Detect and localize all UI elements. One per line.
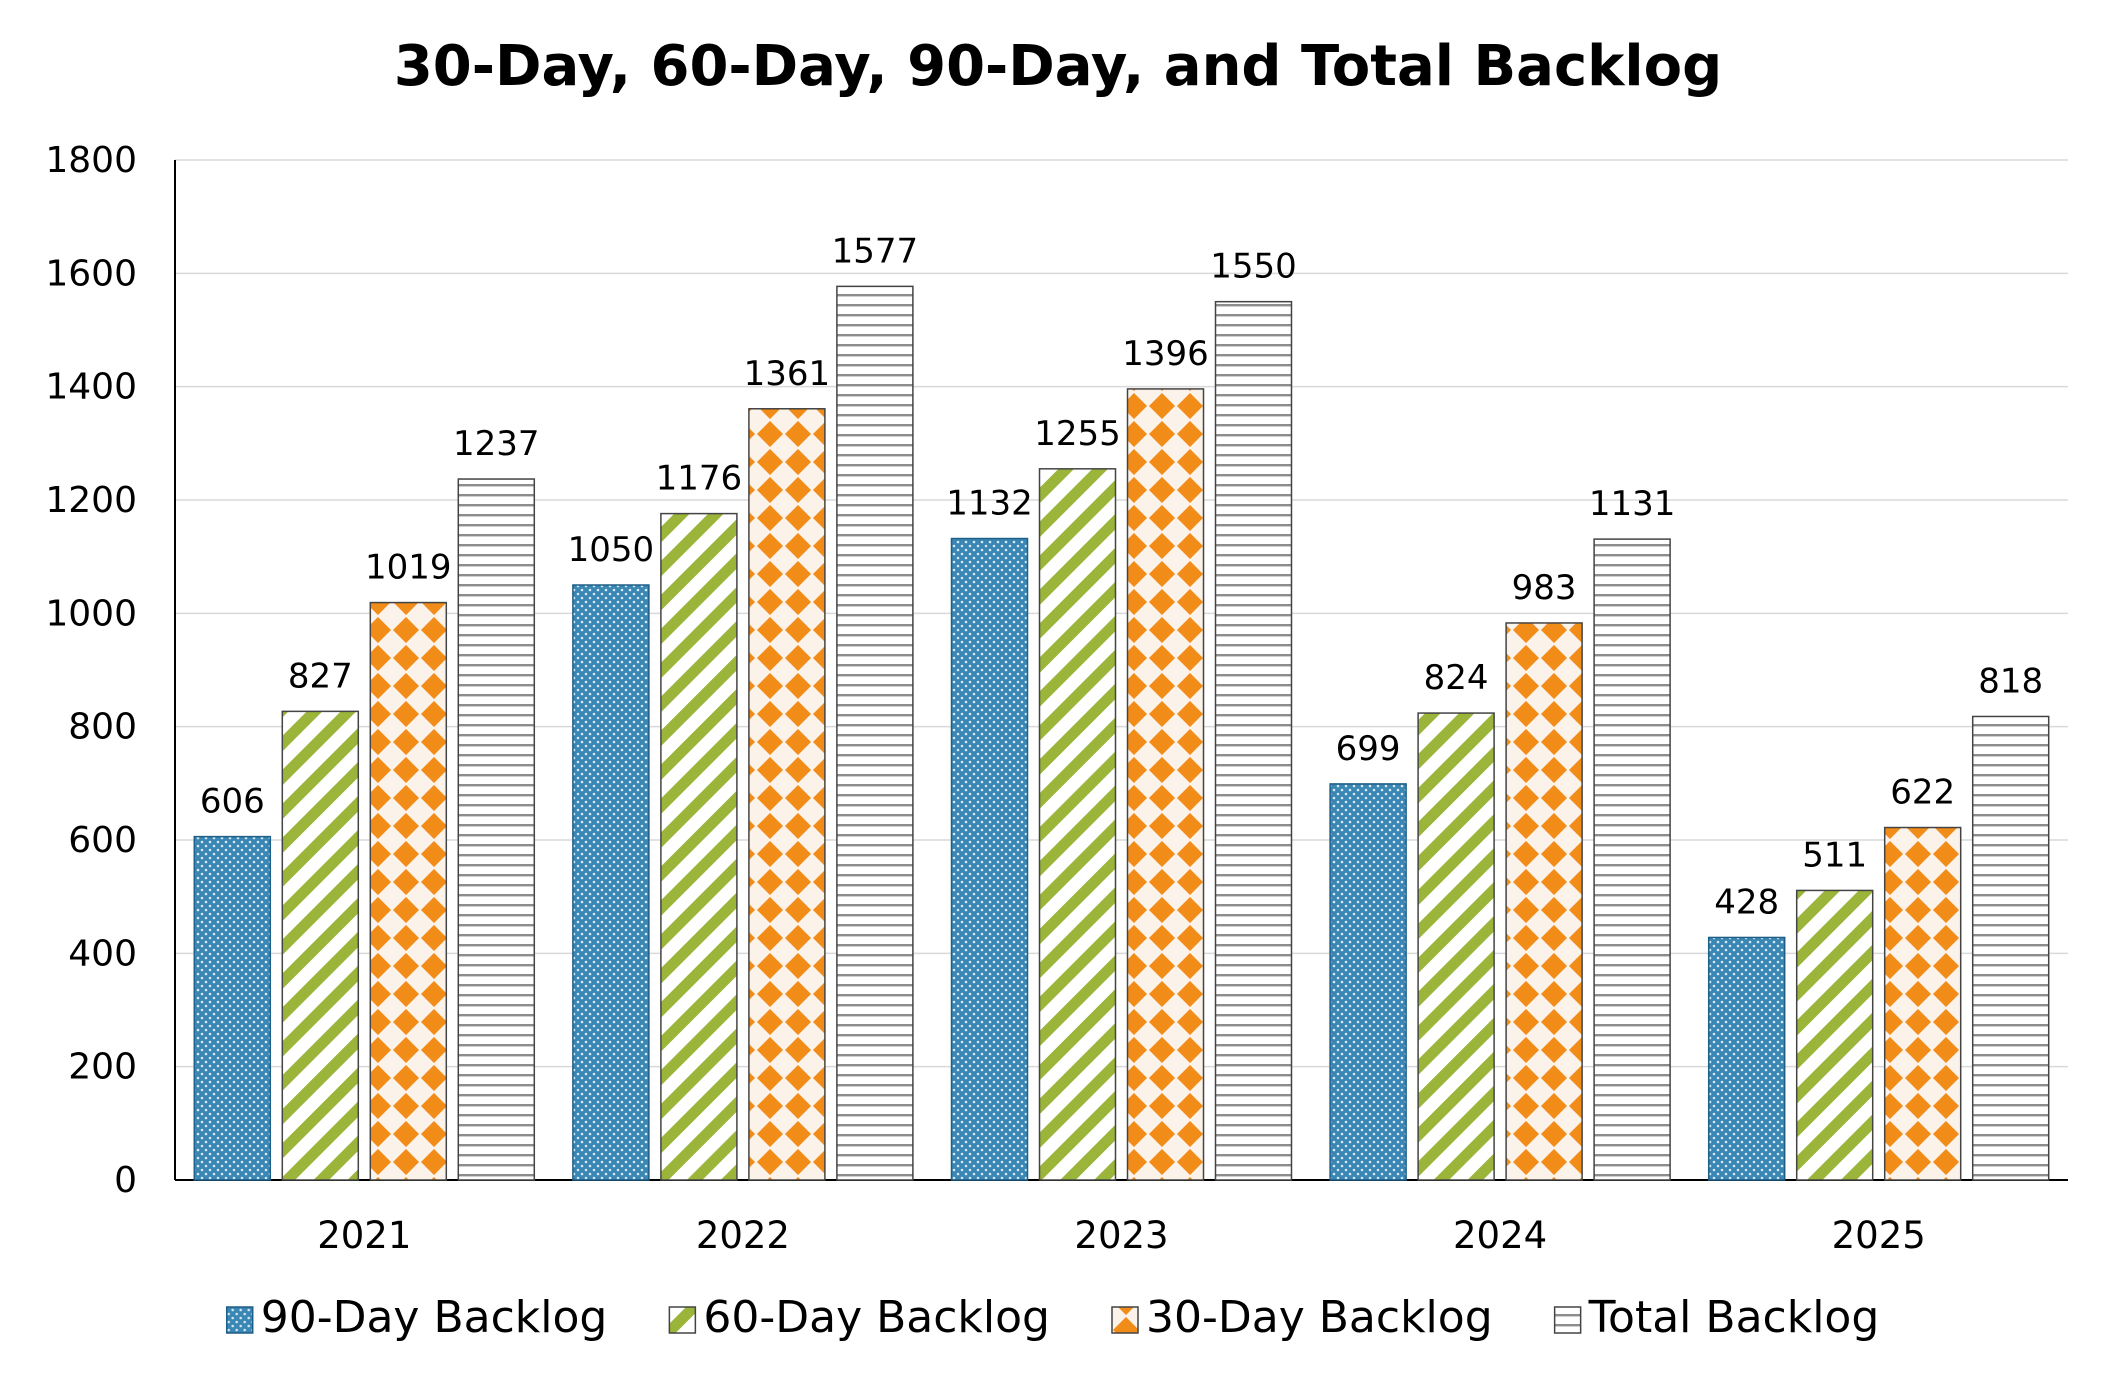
- bar: [1883, 826, 1962, 1181]
- legend-label: 90-Day Backlog: [261, 1292, 608, 1343]
- data-label: 818: [1978, 661, 2043, 701]
- x-tick-label: 2021: [317, 1214, 411, 1257]
- data-label: 622: [1890, 773, 1955, 813]
- legend-label: 30-Day Backlog: [1146, 1292, 1493, 1343]
- data-label: 827: [288, 656, 353, 696]
- bar: [369, 601, 448, 1181]
- legend-item: Total Backlog: [1553, 1292, 1880, 1343]
- bar: [1417, 712, 1495, 1181]
- y-tick-label: 1400: [45, 367, 137, 408]
- bar: [1038, 468, 1117, 1181]
- y-tick-label: 600: [68, 820, 137, 861]
- x-tick-label: 2022: [696, 1214, 790, 1257]
- y-tick-label: 800: [68, 707, 137, 748]
- data-label: 1176: [656, 459, 743, 499]
- data-label: 1019: [365, 548, 452, 588]
- data-label: 1396: [1122, 334, 1209, 374]
- y-tick-label: 1800: [45, 140, 137, 181]
- legend-swatch: [1553, 1306, 1582, 1334]
- x-tick-label: 2024: [1453, 1214, 1547, 1257]
- data-label: 1577: [832, 231, 919, 271]
- bar: [950, 537, 1029, 1181]
- bar: [1971, 715, 2050, 1181]
- data-label: 1131: [1589, 484, 1676, 524]
- y-tick-label: 1000: [45, 593, 137, 634]
- bar: [281, 710, 360, 1181]
- bar: [193, 835, 272, 1181]
- y-tick-label: 200: [68, 1047, 137, 1088]
- data-label: 1050: [568, 530, 655, 570]
- bar: [1126, 388, 1205, 1181]
- legend-item: 60-Day Backlog: [668, 1292, 1050, 1343]
- y-tick-label: 1200: [45, 480, 137, 521]
- legend-item: 30-Day Backlog: [1111, 1292, 1493, 1343]
- bar: [748, 408, 826, 1181]
- data-label: 1255: [1034, 414, 1121, 454]
- bars: [193, 285, 2050, 1181]
- data-label: 1361: [744, 354, 831, 394]
- x-tick-label: 2025: [1832, 1214, 1926, 1257]
- legend-item: 90-Day Backlog: [225, 1292, 608, 1343]
- legend-label: 60-Day Backlog: [703, 1292, 1050, 1343]
- data-label: 1132: [946, 484, 1033, 524]
- data-label: 699: [1336, 729, 1401, 769]
- x-tick-label: 2023: [1074, 1214, 1168, 1257]
- bar: [1795, 889, 1874, 1181]
- data-label: 824: [1424, 658, 1489, 698]
- data-label: 1237: [453, 424, 540, 464]
- bar: [1505, 622, 1583, 1181]
- data-label: 428: [1714, 882, 1779, 922]
- bar: [572, 584, 650, 1181]
- y-tick-label: 1600: [45, 253, 137, 294]
- data-label: 983: [1512, 568, 1577, 608]
- y-tick-label: 0: [114, 1160, 137, 1201]
- bar: [457, 478, 536, 1181]
- chart-title: 30-Day, 60-Day, 90-Day, and Total Backlo…: [394, 34, 1722, 99]
- data-label: 511: [1802, 835, 1867, 875]
- data-label: 606: [200, 782, 265, 822]
- legend: 90-Day Backlog 60-Day Backlog 30-Day Backl…: [225, 1292, 1880, 1343]
- bar: [836, 285, 914, 1181]
- bar: [1214, 300, 1293, 1181]
- legend-swatch: [1111, 1306, 1139, 1334]
- bar: [660, 512, 738, 1181]
- legend-swatch: [668, 1306, 697, 1334]
- y-tick-label: 400: [68, 933, 137, 974]
- bar: [1329, 783, 1407, 1181]
- legend-swatch: [225, 1306, 254, 1334]
- data-label: 1550: [1210, 247, 1297, 287]
- bar: [1593, 538, 1671, 1181]
- legend-label: Total Backlog: [1588, 1292, 1880, 1343]
- bar: [1707, 936, 1786, 1181]
